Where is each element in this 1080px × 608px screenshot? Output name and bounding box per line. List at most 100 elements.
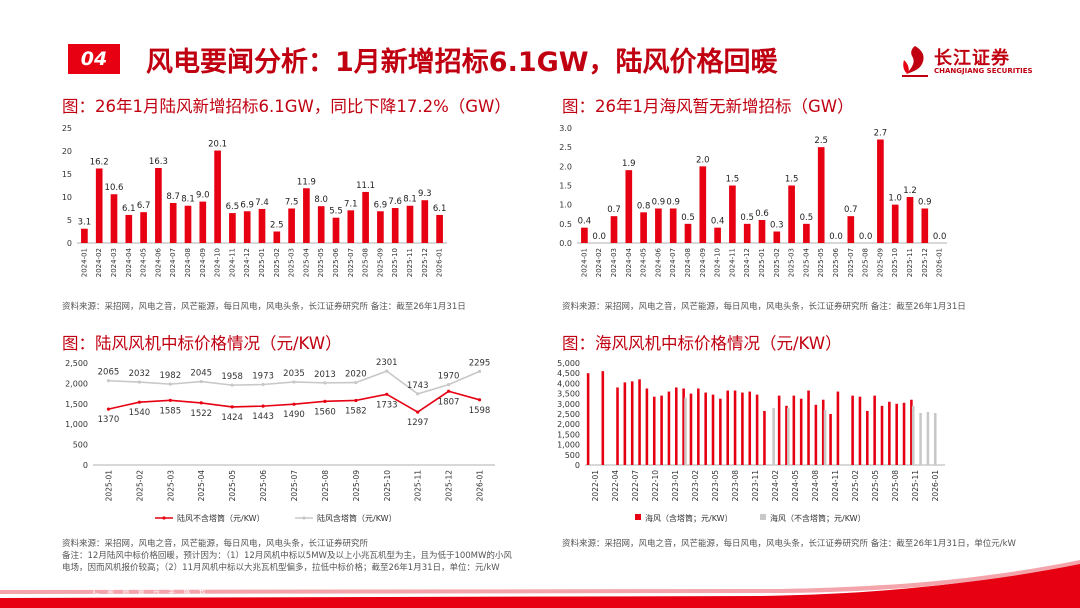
offshore-price-xtick: 2024-08 [811,470,820,502]
offshore-price-bar-0 [755,394,759,465]
offshore-tender-ytick: 0.5 [559,220,572,229]
offshore-tender-xtick: 2024-04 [625,247,633,277]
onshore-tender-data-label: 5.5 [329,207,343,217]
offshore-tender-xtick: 2025-07 [847,248,855,277]
onshore-price-data-label-0: 1582 [345,406,367,416]
onshore-tender-xtick: 2024-03 [110,248,118,277]
onshore-tender-xtick: 2024-07 [169,248,177,277]
onshore-tender-xtick: 2025-12 [421,248,429,277]
offshore-price-bar-0 [741,392,744,465]
onshore-tender-bar [155,168,162,243]
offshore-price-xtick: 2024-05 [791,470,800,502]
onshore-tender-bar [436,214,443,243]
onshore-price-point-0 [261,404,265,408]
offshore-tender-ytick: 0.0 [559,239,572,248]
onshore-tender-xtick: 2025-11 [406,248,414,277]
onshore-price-data-label-1: 1958 [221,372,243,382]
offshore-price-xtick: 2025-02 [851,470,860,502]
offshore-tender-xtick: 2024-09 [699,248,707,277]
onshore-price-ytick: 500 [73,441,88,450]
onshore-price-data-label-0: 1560 [314,407,336,417]
offshore-tender-ytick: 3.0 [559,124,572,133]
onshore-tender-data-label: 20.1 [208,140,227,150]
offshore-price-bar-0 [689,393,693,465]
offshore-tender-data-label: 0.0 [592,232,606,242]
onshore-tender-xtick: 2025-05 [317,248,325,277]
onshore-tender-chart: 0 5 10 15 20 25 3.1 2024-01 16.2 2024-02 10.6 2024-… [62,124,447,277]
offshore-price-ytick: 5,000 [557,359,580,368]
onshore-price-point-0 [477,398,482,402]
onshore-tender-data-label: 11.1 [356,181,375,191]
offshore-tender-data-label: 2.7 [874,129,888,139]
offshore-price-xtick: 2022-04 [611,470,620,502]
offshore-tender-xtick: 2025-08 [862,248,870,277]
onshore-price-point-1 [323,381,327,385]
onshore-tender-xtick: 2024-04 [125,247,133,277]
onshore-tender-bar [169,202,177,243]
offshore-tender-data-label: 1.0 [888,194,902,204]
onshore-price-chart: 0 500 1,000 1,500 2,000 2,500 2025-01 2025-02 20… [65,358,495,523]
offshore-price-bar-0 [785,405,788,465]
offshore-price-ytick: 2,000 [557,420,580,429]
offshore-price-ytick: 0 [575,461,580,470]
onshore-price-data-label-0: 1585 [159,406,181,416]
onshore-price-data-label-1: 2032 [129,369,151,379]
onshore-price-legend-label-0: 陆风不含塔筒（元/KW） [177,513,265,523]
offshore-tender-data-label: 0.5 [740,213,754,223]
onshore-price-data-label-1: 2045 [190,369,212,379]
offshore-price-ytick: 4,000 [557,379,580,388]
onshore-price-data-label-1: 2065 [98,368,120,378]
onshore-price-point-0 [168,398,172,402]
offshore-price-xtick: 2024-02 [771,470,780,502]
offshore-tender-data-label: 0.9 [652,198,666,208]
chart-title-onshore-tender: 图：26年1月陆风新增招标6.1GW，同比下降17.2%（GW） [62,97,511,116]
onshore-price-point-1 [168,382,172,386]
offshore-price-xtick: 2025-05 [871,470,880,502]
onshore-price-point-1 [261,382,265,387]
offshore-price-xtick: 2023-11 [751,470,760,502]
onshore-price-point-0 [137,400,141,404]
onshore-tender-bar [273,231,281,243]
onshore-tender-bar [110,194,118,243]
onshore-price-xtick: 2025-09 [352,470,361,502]
offshore-tender-data-label: 0.9 [666,198,680,208]
onshore-tender-xtick: 2024-02 [95,248,103,277]
offshore-price-ytick: 4,500 [557,369,580,378]
onshore-price-data-label-1: 1982 [159,371,181,381]
chart-title-onshore-price: 图：陆风风机中标价格情况（元/KW） [62,334,342,353]
offshore-price-bar-0 [836,391,840,465]
offshore-tender-xtick: 2024-05 [640,248,648,277]
onshore-tender-bar [332,217,340,243]
offshore-price-xtick: 2025-08 [891,470,900,502]
offshore-price-bar-0 [630,381,634,465]
offshore-tender-bar [640,212,647,243]
offshore-tender-xtick: 2024-02 [595,248,603,277]
onshore-price-data-label-0: 1370 [98,415,120,425]
offshore-tender-ytick: 1.0 [559,201,572,210]
onshore-price-point-0 [106,407,111,411]
onshore-tender-bar [229,213,236,243]
offshore-tender-xtick: 2024-06 [654,247,662,277]
offshore-price-bar-0 [807,390,810,465]
source-note-onshore-tender: 资料来源：采招网，风电之音，风芒能源，每日风电，风电头条，长江证券研究所 备注：… [62,302,466,312]
onshore-tender-data-label: 7.5 [285,198,299,208]
onshore-tender-bar [214,150,221,243]
onshore-price-point-0 [199,401,203,405]
offshore-tender-xtick: 2025-01 [758,248,766,277]
onshore-price-data-label-0: 1424 [221,413,243,423]
onshore-price-data-label-1: 1973 [252,372,274,382]
onshore-price-data-label-0: 1490 [283,410,305,420]
onshore-price-ytick: 1,500 [65,400,88,409]
onshore-tender-xtick: 2024-10 [214,248,222,277]
onshore-price-point-1 [292,380,296,384]
onshore-price-point-0 [354,398,358,403]
offshore-price-xtick: 2026-01 [931,470,940,502]
offshore-tender-bar [714,227,721,243]
onshore-price-data-label-0: 1733 [376,400,398,410]
offshore-tender-bar [906,197,914,243]
offshore-tender-data-label: 1.9 [622,159,636,169]
offshore-price-bar-0 [902,402,906,465]
offshore-price-bar-0 [697,388,700,465]
onshore-price-ytick: 2,000 [65,379,88,388]
offshore-tender-data-label: 1.5 [785,175,799,185]
